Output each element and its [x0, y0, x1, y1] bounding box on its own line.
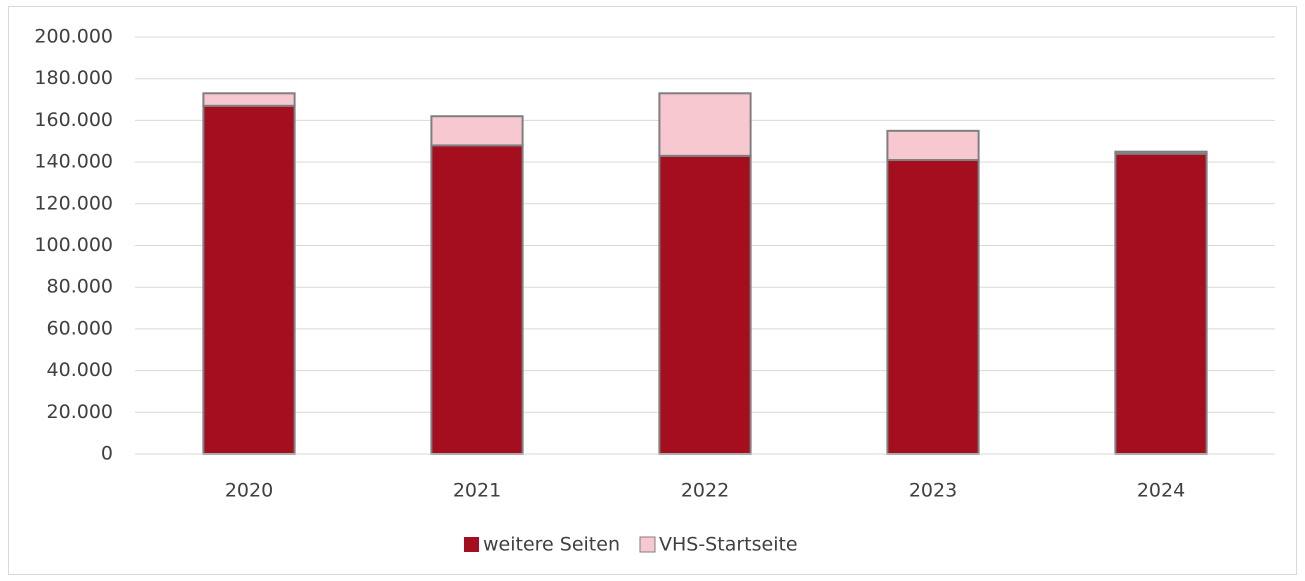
- y-tick-label: 140.000: [34, 151, 113, 173]
- bar-segment: [658, 154, 752, 455]
- bar-segment: [886, 129, 980, 162]
- x-tick-label: 2022: [681, 480, 729, 502]
- bar-segment: [1114, 152, 1208, 455]
- legend-swatch: [639, 536, 656, 553]
- y-tick-label: 60.000: [47, 317, 113, 339]
- bar-segment: [430, 115, 524, 147]
- legend-swatch: [464, 537, 479, 552]
- x-tick-label: 2021: [453, 480, 501, 502]
- bar-segment: [202, 92, 296, 107]
- y-tick-label: 20.000: [47, 401, 113, 423]
- y-tick-label: 120.000: [34, 192, 113, 214]
- x-tick-label: 2024: [1137, 480, 1185, 502]
- legend-label: weitere Seiten: [483, 534, 620, 556]
- y-tick-label: 0: [101, 443, 113, 465]
- y-tick-label: 180.000: [34, 67, 113, 89]
- bar-segment: [202, 104, 296, 456]
- y-tick-label: 100.000: [34, 234, 113, 256]
- y-tick-label: 200.000: [34, 26, 113, 48]
- x-tick-label: 2020: [225, 480, 273, 502]
- x-tick-label: 2023: [909, 480, 957, 502]
- y-tick-label: 40.000: [47, 359, 113, 381]
- bar-segment: [430, 144, 524, 455]
- y-tick-label: 160.000: [34, 109, 113, 131]
- chart-border: [8, 6, 1297, 575]
- bar-segment: [658, 92, 752, 157]
- bar-segment: [1114, 150, 1208, 155]
- legend-label: VHS-Startseite: [659, 534, 798, 556]
- y-tick-label: 80.000: [47, 276, 113, 298]
- bar-segment: [886, 159, 980, 455]
